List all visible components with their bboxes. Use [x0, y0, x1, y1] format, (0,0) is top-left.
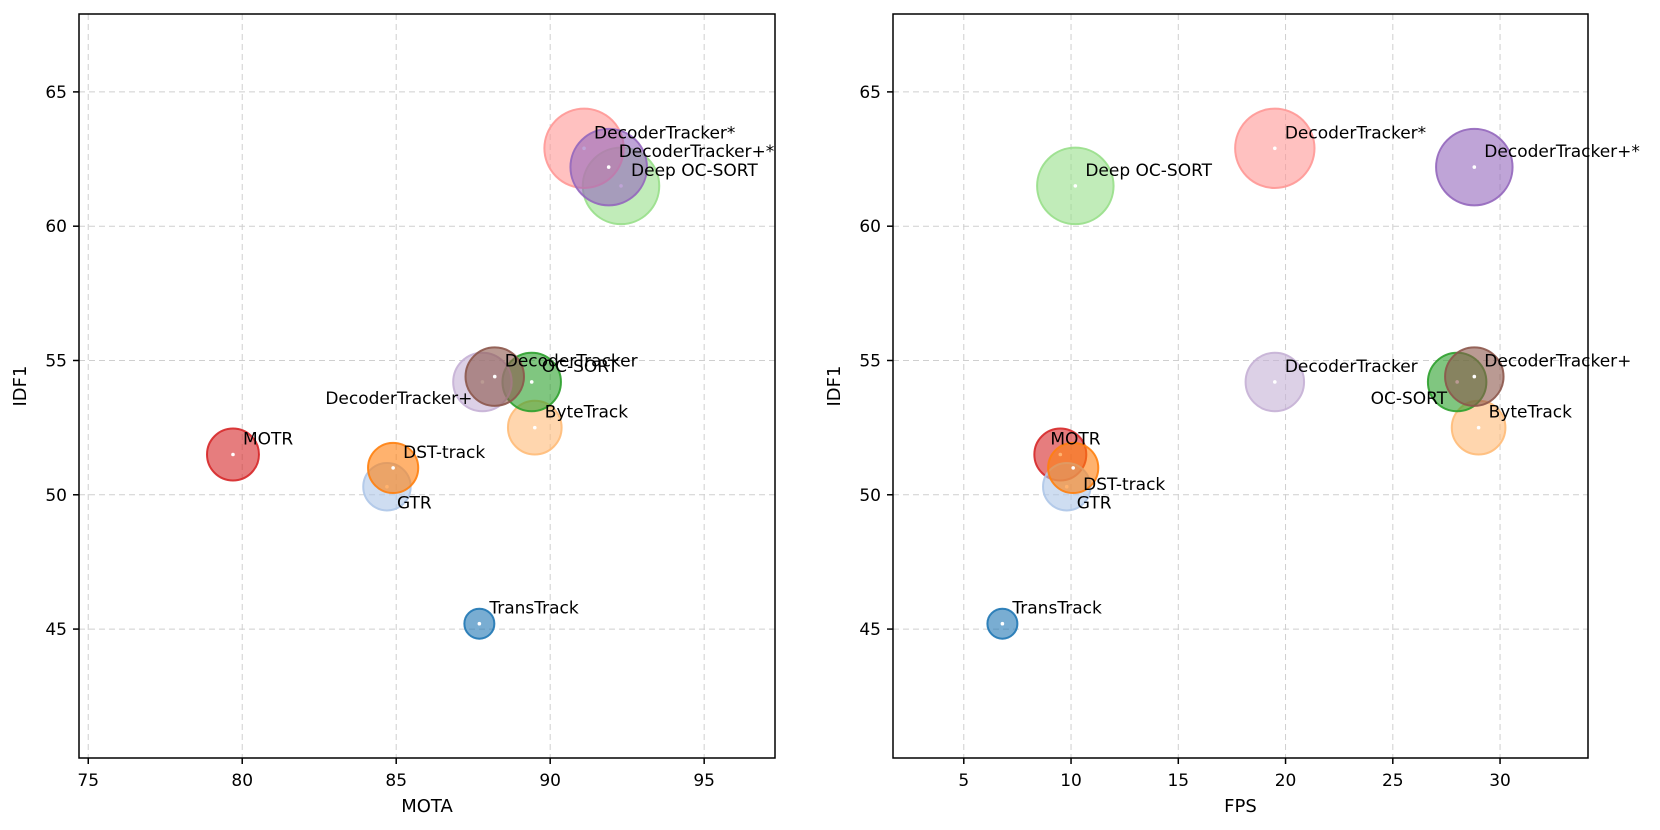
fps-y-tick-label: 50 — [859, 486, 881, 506]
bubble-center-deep-oc-sort — [1073, 184, 1078, 188]
fps-y-tick-label: 60 — [859, 217, 881, 237]
point-label-dst-track: DST-track — [403, 443, 485, 463]
mota-y-tick-label: 65 — [45, 83, 67, 103]
fps-x-tick-label: 10 — [1060, 771, 1082, 791]
bubble-center-decodertracker-star — [1273, 146, 1277, 151]
bubble-center-transtrack — [477, 621, 482, 626]
fps-y-tick-label: 55 — [859, 351, 881, 371]
fps-x-tick-label: 30 — [1489, 771, 1511, 791]
point-label-bytetrack: ByteTrack — [545, 403, 628, 423]
point-label-decodertracker-star: DecoderTracker* — [1285, 123, 1426, 143]
fps-x-tick-label: 5 — [958, 771, 969, 791]
bubble-center-decodertracker-plus-star — [1472, 165, 1477, 169]
bubble-center-motr — [231, 452, 235, 457]
bubble-center-dst-track — [1071, 466, 1075, 470]
fps-x-tick-label: 15 — [1167, 771, 1189, 791]
point-label-motr: MOTR — [243, 429, 293, 449]
point-label-bytetrack: ByteTrack — [1489, 403, 1572, 423]
mota-x-tick-label: 85 — [385, 771, 407, 791]
mota-y-axis-label: IDF1 — [10, 366, 31, 407]
point-label-gtr: GTR — [397, 494, 432, 514]
point-label-deep-oc-sort: Deep OC-SORT — [631, 161, 758, 181]
mota-y-tick-label: 45 — [45, 620, 67, 640]
point-label-decodertracker-plus: DecoderTracker+ — [325, 389, 472, 409]
point-label-oc-sort: OC-SORT — [542, 357, 619, 377]
bubble-center-dst-track — [391, 466, 395, 470]
mota-x-tick-label: 80 — [231, 771, 253, 791]
point-label-transtrack: TransTrack — [488, 599, 579, 619]
bubble-center-decodertracker — [1273, 380, 1277, 384]
point-label-motr: MOTR — [1050, 429, 1100, 449]
fps-x-axis-label: FPS — [1224, 796, 1257, 817]
fps-x-tick-label: 20 — [1275, 771, 1297, 791]
bubble-center-decodertracker-plus — [1472, 374, 1477, 379]
point-label-deep-oc-sort: Deep OC-SORT — [1085, 161, 1212, 181]
mota-y-tick-label: 60 — [45, 217, 67, 237]
bubble-center-decodertracker-plus-star — [606, 165, 611, 169]
mota-x-tick-label: 90 — [539, 771, 561, 791]
point-label-decodertracker: DecoderTracker — [505, 352, 638, 372]
fps-y-tick-label: 65 — [859, 83, 881, 103]
point-label-oc-sort: OC-SORT — [1371, 389, 1448, 409]
mota-y-tick-label: 55 — [45, 351, 67, 371]
mota-x-axis-label: MOTA — [401, 796, 453, 817]
bubble-center-decodertracker — [492, 374, 497, 379]
mota-x-tick-label: 95 — [693, 771, 715, 791]
point-label-decodertracker-plus: DecoderTracker+ — [1484, 352, 1631, 372]
bubble-center-oc-sort — [529, 380, 534, 384]
fps-x-tick-label: 25 — [1382, 771, 1404, 791]
point-label-dst-track: DST-track — [1083, 475, 1165, 495]
chart-mota-vs-idf1: TransTrack MOTR GTR DST-track ByteTrack OC-SO… — [10, 13, 776, 817]
point-label-transtrack: TransTrack — [1011, 599, 1102, 619]
point-label-decodertracker: DecoderTracker — [1285, 357, 1418, 377]
point-label-decodertracker-plus-star: DecoderTracker+* — [1484, 142, 1640, 162]
bubble-center-bytetrack — [1476, 425, 1481, 430]
mota-y-tick-label: 50 — [45, 486, 67, 506]
point-label-decodertracker-star: DecoderTracker* — [594, 123, 735, 143]
fps-plot-frame — [892, 13, 1589, 759]
bubble-center-transtrack — [1000, 621, 1005, 626]
fps-y-axis-label: IDF1 — [824, 366, 845, 407]
fps-y-tick-label: 45 — [859, 620, 881, 640]
bubble-center-bytetrack — [532, 425, 537, 430]
mota-plot-frame — [78, 13, 776, 759]
point-label-gtr: GTR — [1077, 494, 1112, 514]
point-label-decodertracker-plus-star: DecoderTracker+* — [619, 142, 775, 162]
mota-x-tick-label: 75 — [77, 771, 99, 791]
